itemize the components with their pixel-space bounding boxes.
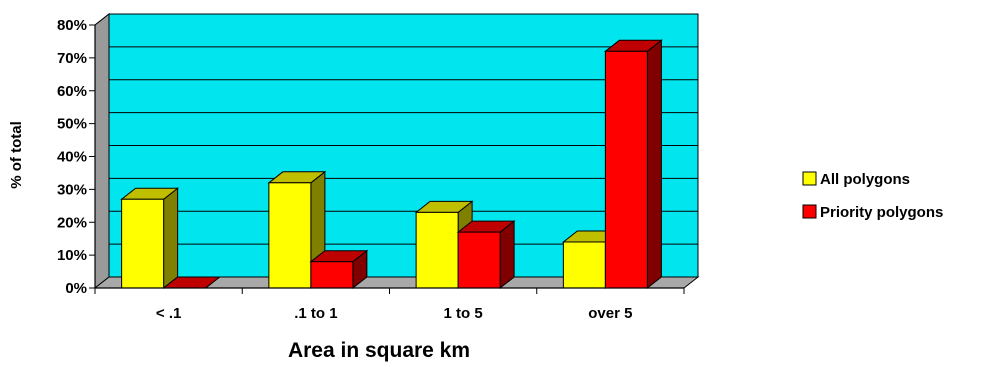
x-tick-label: over 5 bbox=[588, 305, 632, 322]
y-tick-labels: 0% 10% 20% 30% 40% 50% 60% 70% 80% bbox=[57, 17, 87, 297]
y-tick-label: 0% bbox=[65, 280, 87, 297]
legend-swatch bbox=[802, 171, 817, 186]
legend-label: Priority polygons bbox=[820, 204, 943, 221]
bars bbox=[120, 39, 663, 290]
x-tick-label: 1 to 5 bbox=[444, 305, 483, 322]
x-axis-title: Area in square km bbox=[288, 339, 470, 362]
bar bbox=[120, 187, 180, 290]
x-tick-label: < .1 bbox=[156, 305, 181, 322]
plot-side-wall bbox=[94, 12, 110, 290]
y-tick-label: 30% bbox=[57, 181, 87, 198]
legend: All polygons Priority polygons bbox=[802, 171, 943, 221]
y-tick-label: 80% bbox=[57, 17, 87, 34]
bar bbox=[267, 170, 327, 290]
y-tick-label: 50% bbox=[57, 116, 87, 133]
bar bbox=[309, 249, 369, 290]
axes bbox=[89, 24, 685, 294]
y-tick-label: 60% bbox=[57, 83, 87, 100]
bar bbox=[456, 220, 516, 290]
legend-label: All polygons bbox=[820, 171, 910, 188]
y-tick-label: 20% bbox=[57, 214, 87, 231]
y-tick-label: 10% bbox=[57, 247, 87, 264]
bar bbox=[603, 39, 663, 290]
y-tick-label: 70% bbox=[57, 50, 87, 67]
x-tick-label: .1 to 1 bbox=[294, 305, 337, 322]
y-axis-title: % of total bbox=[8, 121, 25, 189]
y-tick-label: 40% bbox=[57, 149, 87, 166]
legend-swatch bbox=[802, 204, 817, 219]
x-tick-labels: < .1 .1 to 1 1 to 5 over 5 bbox=[156, 305, 633, 322]
